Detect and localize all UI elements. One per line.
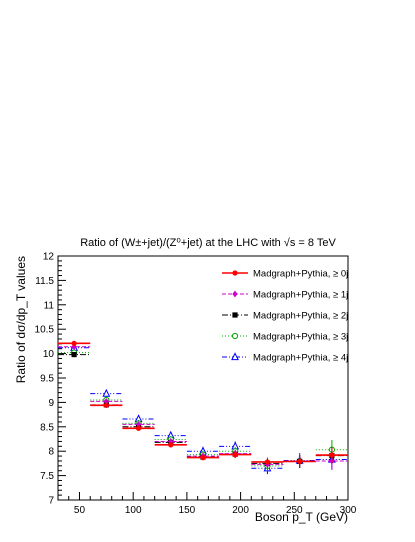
x-tick-label: 50 bbox=[74, 505, 86, 516]
x-tick-label: 150 bbox=[179, 505, 196, 516]
x-tick-label: 300 bbox=[340, 505, 357, 516]
y-tick-label: 9 bbox=[48, 398, 54, 409]
data-point bbox=[297, 458, 303, 465]
legend-marker bbox=[232, 312, 238, 318]
y-tick-label: 10.5 bbox=[35, 325, 55, 336]
chart-title: Ratio of (W±+jet)/(Z⁰+jet) at the LHC wi… bbox=[80, 237, 336, 249]
x-tick-label: 100 bbox=[125, 505, 142, 516]
legend-marker bbox=[232, 290, 238, 298]
legend-entry: Madgraph+Pythia, ≥ 2j bbox=[222, 311, 348, 322]
y-tick-label: 9.5 bbox=[40, 374, 54, 385]
legend-entry: Madgraph+Pythia, ≥ 3j bbox=[222, 332, 348, 343]
legend-label: Madgraph+Pythia, ≥ 1j bbox=[253, 290, 348, 301]
legend-label: Madgraph+Pythia, ≥ 0j bbox=[253, 269, 348, 280]
data-point bbox=[135, 425, 142, 431]
legend-marker bbox=[231, 352, 239, 361]
legend-entry: Madgraph+Pythia, ≥ 1j bbox=[222, 290, 348, 301]
legend-marker bbox=[232, 270, 238, 276]
legend-label: Madgraph+Pythia, ≥ 3j bbox=[253, 332, 348, 343]
data-point bbox=[168, 438, 174, 445]
data-point bbox=[103, 402, 109, 408]
y-axis-label: Ratio of dσ/dp_T values bbox=[14, 256, 28, 383]
data-point bbox=[71, 351, 77, 358]
legend-label: Madgraph+Pythia, ≥ 4j bbox=[253, 353, 348, 364]
data-point bbox=[168, 442, 174, 448]
legend-entry: Madgraph+Pythia, ≥ 4j bbox=[222, 352, 348, 364]
y-tick-label: 12 bbox=[43, 252, 55, 263]
y-tick-label: 7.5 bbox=[40, 471, 54, 482]
y-tick-label: 11.5 bbox=[35, 276, 54, 287]
x-tick-label: 250 bbox=[286, 505, 303, 516]
x-tick-label: 200 bbox=[232, 505, 249, 516]
y-tick-label: 11 bbox=[44, 300, 55, 311]
data-point bbox=[264, 459, 271, 465]
series-0 bbox=[58, 340, 348, 468]
data-point bbox=[232, 452, 238, 458]
legend-marker bbox=[231, 332, 239, 340]
data-point bbox=[71, 343, 77, 351]
y-tick-label: 10 bbox=[43, 349, 55, 360]
y-tick-label: 7 bbox=[48, 496, 54, 507]
y-tick-label: 8 bbox=[48, 447, 54, 458]
data-point bbox=[102, 388, 111, 397]
x-axis-label: Boson p_T (GeV) bbox=[255, 510, 348, 524]
data-point bbox=[71, 340, 77, 346]
y-tick-label: 8.5 bbox=[40, 422, 54, 433]
legend-entry: Madgraph+Pythia, ≥ 0j bbox=[222, 269, 348, 280]
legend-label: Madgraph+Pythia, ≥ 2j bbox=[253, 311, 348, 322]
data-point bbox=[200, 454, 206, 461]
data-point bbox=[329, 452, 335, 458]
